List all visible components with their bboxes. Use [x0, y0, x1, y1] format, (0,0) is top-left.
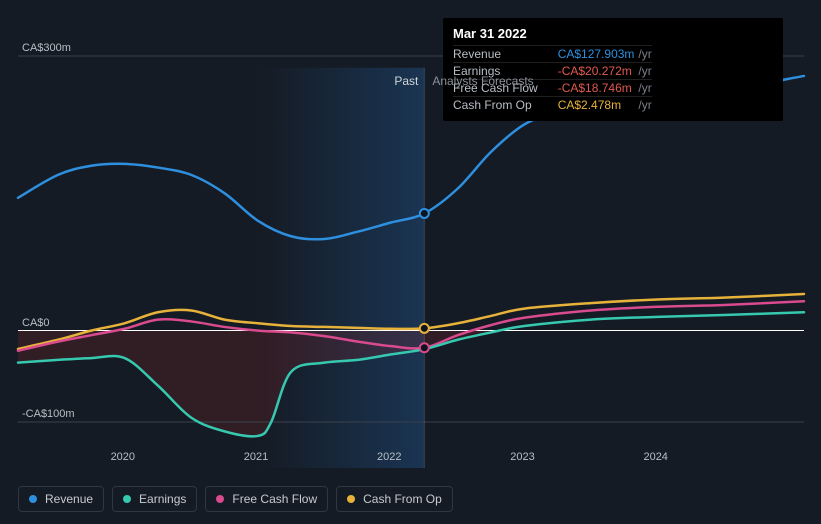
legend-item-earnings[interactable]: Earnings	[112, 486, 197, 512]
legend-label: Cash From Op	[363, 492, 442, 506]
legend-label: Free Cash Flow	[232, 492, 317, 506]
forecast-label: Analysts Forecasts	[432, 74, 533, 88]
chart-container: Mar 31 2022 RevenueCA$127.903m/yrEarning…	[0, 0, 821, 524]
marker-revenue	[420, 209, 429, 218]
marker-cash_from_op	[420, 324, 429, 333]
x-axis-label: 2021	[244, 451, 268, 463]
y-axis-label: CA$0	[22, 317, 50, 329]
legend-label: Revenue	[45, 492, 93, 506]
legend-item-free_cash_flow[interactable]: Free Cash Flow	[205, 486, 328, 512]
x-axis-label: 2024	[643, 451, 667, 463]
legend-item-revenue[interactable]: Revenue	[18, 486, 104, 512]
legend-dot-icon	[29, 495, 37, 503]
marker-free_cash_flow	[420, 343, 429, 352]
legend-dot-icon	[347, 495, 355, 503]
past-label: Past	[394, 74, 418, 88]
y-axis-label: CA$300m	[22, 42, 71, 54]
legend-dot-icon	[123, 495, 131, 503]
y-axis-label: -CA$100m	[22, 408, 75, 420]
chart-legend: Revenue Earnings Free Cash Flow Cash From O…	[18, 486, 453, 512]
x-axis-label: 2022	[377, 451, 401, 463]
legend-dot-icon	[216, 495, 224, 503]
x-axis-label: 2020	[111, 451, 135, 463]
x-axis-label: 2023	[510, 451, 534, 463]
legend-item-cash_from_op[interactable]: Cash From Op	[336, 486, 453, 512]
legend-label: Earnings	[139, 492, 186, 506]
